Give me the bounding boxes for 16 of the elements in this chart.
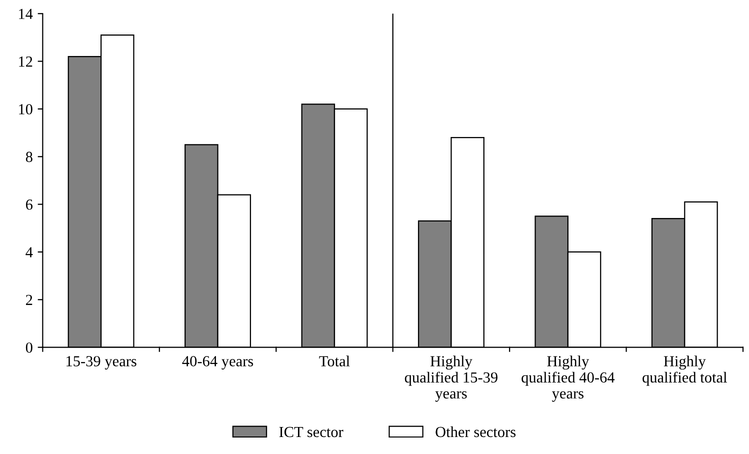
x-tick-label: Total [319, 356, 350, 366]
legend-label: ICT sector [279, 426, 344, 438]
x-tick-label: 15-39 years [66, 356, 136, 370]
y-tick-label: 12 [19, 56, 32, 67]
x-tick-label: 40-64 years [182, 356, 254, 370]
y-tick-label: 4 [26, 247, 33, 258]
y-tick-label: 14 [19, 8, 33, 19]
x-tick-label: Highly qualified 15-39 years [404, 356, 498, 402]
y-tick-label: 0 [26, 342, 32, 353]
y-tick-label: 2 [26, 294, 32, 305]
y-tick-label: 10 [19, 104, 32, 114]
y-tick-label: 8 [26, 152, 32, 162]
y-tick-label: 6 [26, 199, 33, 210]
legend-label: Other sectors [436, 426, 516, 438]
x-tick-label: Highly qualified 40-64 years [522, 356, 615, 402]
x-tick-label: Highly qualified total [642, 356, 727, 386]
